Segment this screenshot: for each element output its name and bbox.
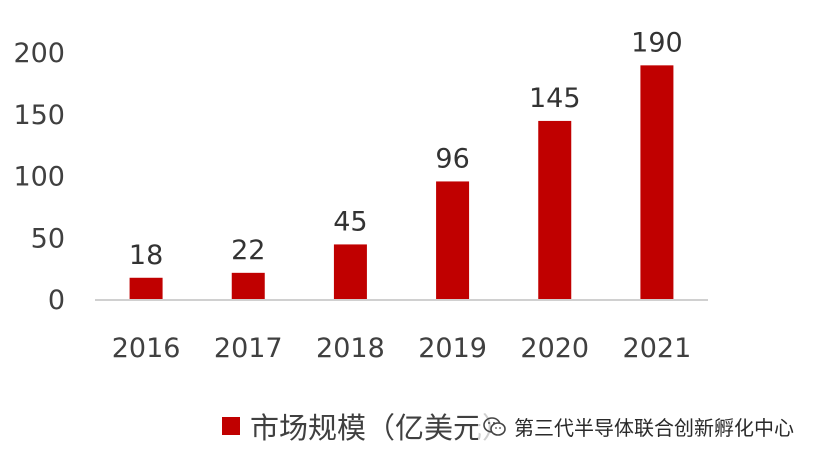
y-axis-ticks: 0 50 100 150 200	[13, 38, 65, 316]
wechat-icon	[483, 416, 506, 436]
y-tick-label-4: 200	[13, 38, 65, 69]
legend-swatch	[222, 417, 240, 435]
y-tick-label-2: 100	[13, 162, 65, 193]
bar-2018	[333, 244, 367, 300]
x-tick-label-2018: 2018	[316, 333, 385, 364]
bar-2019	[436, 181, 470, 300]
data-labels: 18 22 45 96 145 190	[129, 27, 683, 270]
data-label-2019: 96	[435, 143, 469, 174]
bar-2017	[231, 272, 265, 300]
legend-label: 市场规模（亿美元）	[250, 411, 512, 445]
y-tick-label-3: 150	[13, 100, 65, 131]
x-tick-label-2017: 2017	[214, 333, 283, 364]
x-tick-label-2016: 2016	[112, 333, 181, 364]
bar-chart: 0 50 100 150 200 18 22 45 96 145 190 2016 2017 2018…	[13, 27, 708, 364]
x-tick-label-2021: 2021	[623, 333, 692, 364]
watermark: 第三代半导体联合创新孵化中心	[478, 410, 798, 443]
bar-2021	[640, 65, 674, 300]
data-label-2021: 190	[631, 27, 683, 58]
bars	[129, 65, 674, 300]
data-label-2017: 22	[231, 235, 265, 266]
data-label-2016: 18	[129, 240, 163, 271]
watermark-text: 第三代半导体联合创新孵化中心	[514, 416, 794, 440]
bar-2020	[538, 120, 572, 300]
bar-2016	[129, 277, 163, 300]
x-tick-label-2019: 2019	[418, 333, 487, 364]
y-tick-label-0: 0	[48, 285, 65, 316]
x-axis-ticks: 2016 2017 2018 2019 2020 2021	[112, 333, 692, 364]
data-label-2020: 145	[529, 83, 581, 114]
legend: 市场规模（亿美元）	[222, 404, 511, 448]
y-tick-label-1: 50	[31, 223, 65, 254]
data-label-2018: 45	[333, 206, 367, 237]
x-tick-label-2020: 2020	[520, 333, 589, 364]
